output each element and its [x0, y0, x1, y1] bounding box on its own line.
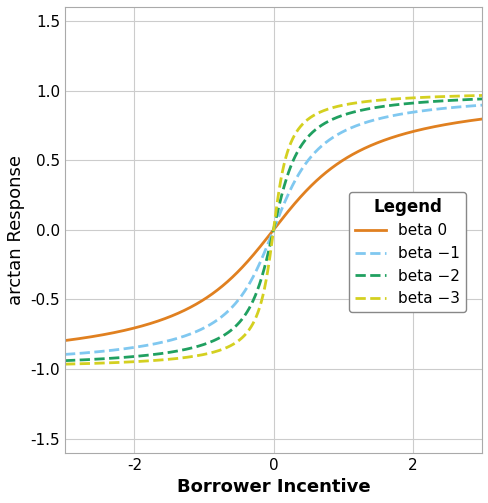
Y-axis label: arctan Response: arctan Response [7, 155, 25, 305]
beta 0 [62, 338, 68, 344]
X-axis label: Borrower Incentive: Borrower Incentive [176, 478, 369, 496]
Line: beta 0: beta 0 [65, 119, 481, 341]
beta −3 [348, 101, 354, 107]
beta −2 [394, 102, 400, 108]
beta −3 [245, 327, 251, 333]
beta 0 [386, 135, 392, 141]
beta 0 [245, 257, 251, 263]
beta −1 [104, 348, 110, 354]
beta −2 [245, 306, 251, 312]
beta 0 [230, 273, 236, 279]
beta −2 [386, 103, 392, 109]
beta −2 [104, 356, 110, 362]
beta −1 [394, 112, 400, 118]
beta −3 [478, 93, 484, 99]
beta −1 [478, 102, 484, 108]
Legend: beta 0, beta −1, beta −2, beta −3: beta 0, beta −1, beta −2, beta −3 [348, 192, 465, 312]
beta −1 [230, 302, 236, 308]
Line: beta −3: beta −3 [65, 96, 481, 364]
beta −1 [386, 113, 392, 119]
beta −3 [230, 341, 236, 347]
beta −2 [230, 325, 236, 331]
beta −1 [62, 352, 68, 358]
beta 0 [394, 133, 400, 139]
beta −3 [62, 361, 68, 367]
beta −3 [386, 96, 392, 102]
beta 0 [104, 331, 110, 337]
beta 0 [348, 152, 354, 158]
beta −2 [348, 110, 354, 116]
Line: beta −1: beta −1 [65, 105, 481, 355]
beta −1 [348, 125, 354, 131]
beta −2 [478, 96, 484, 102]
beta −3 [394, 96, 400, 102]
beta 0 [478, 116, 484, 122]
beta −2 [62, 358, 68, 364]
Line: beta −2: beta −2 [65, 99, 481, 361]
beta −1 [245, 282, 251, 288]
beta −3 [104, 360, 110, 366]
